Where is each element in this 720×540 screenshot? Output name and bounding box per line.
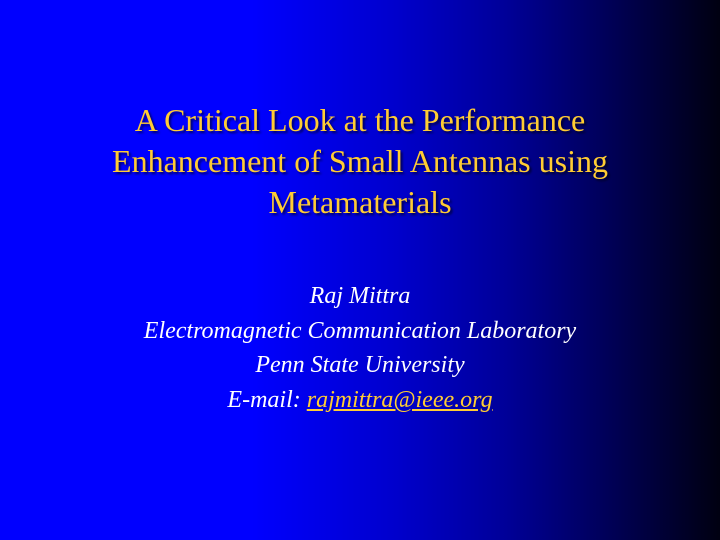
slide: A Critical Look at the Performance Enhan… — [0, 0, 720, 540]
email-line: E-mail: rajmittra@ieee.org — [60, 383, 660, 418]
affiliation-university: Penn State University — [60, 348, 660, 383]
author-block: Raj Mittra Electromagnetic Communication… — [60, 279, 660, 418]
email-link[interactable]: rajmittra@ieee.org — [307, 387, 493, 413]
author-name: Raj Mittra — [60, 279, 660, 314]
affiliation-lab: Electromagnetic Communication Laboratory — [60, 314, 660, 349]
email-label: E-mail: — [227, 387, 306, 413]
slide-title: A Critical Look at the Performance Enhan… — [60, 100, 660, 223]
